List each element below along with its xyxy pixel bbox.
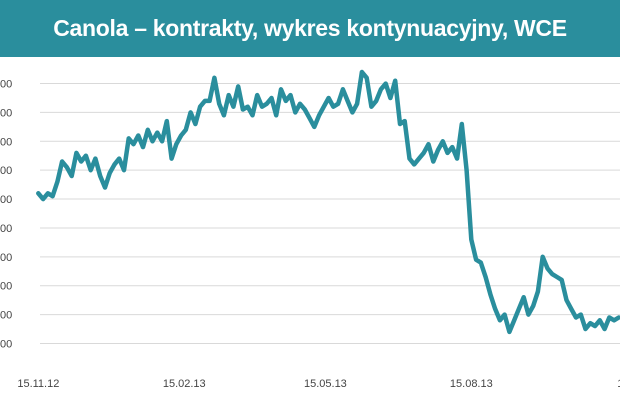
y-tick-label: 00	[0, 338, 12, 350]
y-tick-label: 00	[0, 165, 12, 177]
x-tick-labels: 15.11.12 15.02.13 15.05.13 15.08.13 15	[17, 378, 620, 390]
y-tick-label: 00	[0, 252, 12, 264]
x-tick-label: 15.11.12	[17, 378, 59, 390]
price-series-line	[36, 69, 620, 335]
y-tick-label: 00	[0, 194, 12, 206]
y-tick-labels: 00 00 00 00 00 00 00 00 00 00	[0, 79, 12, 351]
y-tick-label: 00	[0, 107, 12, 119]
y-tick-label: 00	[0, 281, 12, 293]
y-tick-label: 00	[0, 136, 12, 148]
chart-title-bar: Canola – kontrakty, wykres kontynuacyjny…	[0, 0, 620, 57]
x-tick-label: 15.05.13	[304, 378, 347, 390]
chart-title: Canola – kontrakty, wykres kontynuacyjny…	[53, 15, 567, 41]
y-tick-label: 00	[0, 223, 12, 235]
y-tick-label: 00	[0, 310, 12, 322]
x-tick-label: 15.08.13	[450, 378, 493, 390]
x-tick-label: 15.02.13	[163, 378, 206, 390]
grid-lines	[40, 83, 620, 344]
x-tick-label: 15	[617, 378, 620, 390]
y-tick-label: 00	[0, 79, 12, 91]
